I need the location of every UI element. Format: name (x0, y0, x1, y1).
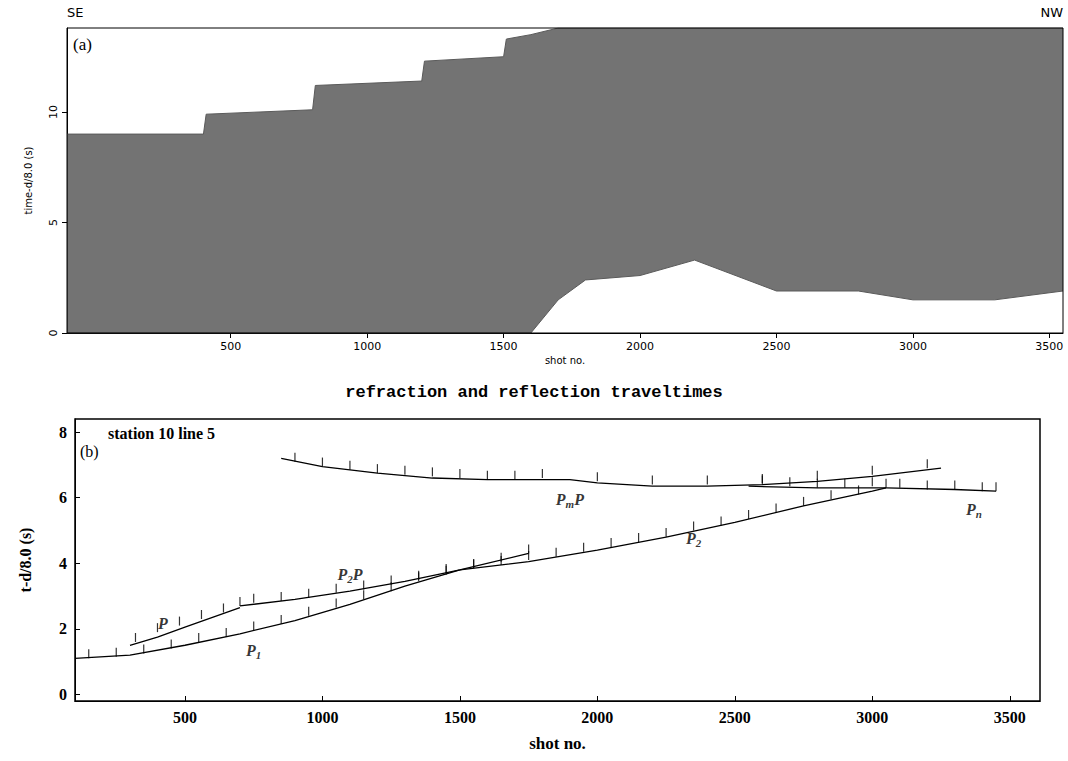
svg-text:2500: 2500 (762, 340, 790, 353)
svg-text:500: 500 (173, 709, 197, 726)
svg-text:8: 8 (59, 424, 67, 441)
svg-text:1500: 1500 (490, 340, 518, 353)
svg-text:t-d/8.0 (s): t-d/8.0 (s) (17, 528, 35, 593)
svg-text:1000: 1000 (353, 340, 381, 353)
svg-text:500: 500 (220, 340, 241, 353)
svg-text:2500: 2500 (719, 709, 751, 726)
svg-text:P: P (573, 491, 584, 508)
svg-text:time-d/8.0 (s): time-d/8.0 (s) (23, 146, 34, 214)
svg-text:2: 2 (347, 573, 353, 586)
svg-text:shot no.: shot no. (545, 355, 585, 366)
svg-text:3500: 3500 (994, 709, 1026, 726)
svg-text:1: 1 (256, 649, 262, 661)
svg-text:P: P (555, 491, 566, 508)
svg-text:m: m (565, 497, 575, 510)
svg-text:2: 2 (59, 620, 67, 637)
svg-text:P: P (965, 501, 976, 518)
svg-text:0: 0 (47, 330, 60, 337)
svg-text:1500: 1500 (444, 709, 476, 726)
svg-text:n: n (976, 508, 982, 520)
svg-text:P: P (157, 615, 168, 632)
svg-text:3000: 3000 (899, 340, 927, 353)
svg-text:1000: 1000 (306, 709, 338, 726)
svg-text:shot no.: shot no. (529, 734, 586, 753)
svg-text:(a): (a) (73, 35, 92, 54)
svg-text:SE: SE (67, 5, 83, 20)
svg-text:P: P (336, 566, 347, 583)
svg-text:0: 0 (59, 686, 67, 703)
svg-text:P: P (352, 566, 363, 583)
svg-text:station 10 line 5: station 10 line 5 (108, 425, 215, 442)
svg-text:P: P (685, 530, 696, 547)
svg-text:NW: NW (1040, 5, 1063, 20)
svg-text:2: 2 (695, 537, 702, 549)
svg-text:refraction and reflection trav: refraction and reflection traveltimes (345, 383, 722, 402)
svg-text:6: 6 (59, 489, 67, 506)
svg-text:2000: 2000 (626, 340, 654, 353)
svg-text:P: P (245, 642, 256, 659)
svg-text:3500: 3500 (1035, 340, 1063, 353)
svg-text:5: 5 (47, 219, 60, 226)
svg-text:10: 10 (47, 105, 60, 119)
svg-text:(b): (b) (80, 443, 99, 461)
svg-text:4: 4 (59, 555, 67, 572)
svg-text:2000: 2000 (581, 709, 613, 726)
svg-text:3000: 3000 (856, 709, 888, 726)
